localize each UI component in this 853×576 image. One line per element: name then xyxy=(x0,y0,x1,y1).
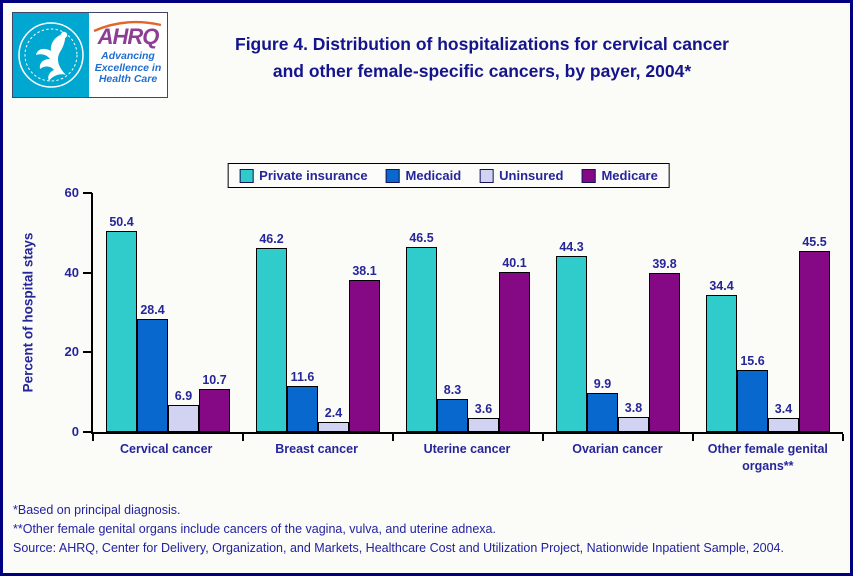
bar-group-breast-cancer: 46.2 11.6 2.4 38.1 xyxy=(243,193,393,432)
legend-swatch-icon xyxy=(239,168,254,183)
ahrq-hhs-logo: AHRQ Advancing Excellence in Health Care xyxy=(12,12,168,98)
bar-private-insurance-breast-cancer: 46.2 xyxy=(256,232,287,432)
legend-swatch-icon xyxy=(581,168,596,183)
figure-title: Figure 4. Distribution of hospitalizatio… xyxy=(173,31,791,85)
bar-medicare-uterine-cancer: 40.1 xyxy=(499,256,530,432)
legend: Private insurance Medicaid Uninsured Medica… xyxy=(227,163,670,188)
x-axis-label-breast-cancer: Breast cancer xyxy=(275,442,358,456)
bar-uninsured-breast-cancer: 2.4 xyxy=(318,406,349,432)
bar-group-uterine-cancer: 46.5 8.3 3.6 40.1 xyxy=(393,193,543,432)
footnote-diagnosis: *Based on principal diagnosis. xyxy=(13,503,181,517)
legend-label-medicare: Medicare xyxy=(601,168,658,183)
bar-group-ovarian-cancer: 44.3 9.9 3.8 39.8 xyxy=(543,193,693,432)
bar-medicare-ovarian-cancer: 39.8 xyxy=(649,257,680,432)
bar-private-insurance-ovarian-cancer: 44.3 xyxy=(556,240,587,432)
y-tick-mark xyxy=(83,431,92,433)
bar-uninsured-ovarian-cancer: 3.8 xyxy=(618,401,649,432)
hhs-seal-panel xyxy=(13,13,89,97)
x-tick-mark xyxy=(542,434,544,441)
bar-medicare-breast-cancer: 38.1 xyxy=(349,264,380,432)
bar-value-label: 39.8 xyxy=(652,257,677,271)
legend-swatch-icon xyxy=(385,168,400,183)
footnotes: *Based on principal diagnosis. **Other f… xyxy=(13,501,784,558)
y-tick-label: 40 xyxy=(64,264,79,280)
x-tick-mark xyxy=(92,434,94,441)
figure-title-line1: Figure 4. Distribution of hospitalizatio… xyxy=(235,34,729,54)
bar-group-other-female-genital-organs: 34.4 15.6 3.4 45.5 xyxy=(693,193,843,432)
x-axis-label-uterine-cancer: Uterine cancer xyxy=(423,442,511,456)
legend-item-private-insurance: Private insurance xyxy=(239,168,368,183)
bar-value-label: 40.1 xyxy=(502,256,527,270)
bar-value-label: 46.2 xyxy=(259,232,284,246)
x-tick-mark xyxy=(842,434,844,441)
bar-uninsured-cervical-cancer: 6.9 xyxy=(168,389,199,432)
bar-value-label: 2.4 xyxy=(324,406,343,420)
bar-value-label: 46.5 xyxy=(409,231,434,245)
bar-uninsured-uterine-cancer: 3.6 xyxy=(468,402,499,432)
y-tick-mark xyxy=(83,351,92,354)
ahrq-acronym: AHRQ xyxy=(97,24,160,49)
bar-value-label: 3.4 xyxy=(774,402,793,416)
bar-medicaid-other-female-genital-organs: 15.6 xyxy=(737,354,768,432)
bar-medicaid-ovarian-cancer: 9.9 xyxy=(587,377,618,432)
ahrq-tagline: Advancing Excellence in Health Care xyxy=(89,50,167,86)
bar-value-label: 6.9 xyxy=(174,389,193,403)
bar-private-insurance-other-female-genital-organs: 34.4 xyxy=(706,279,737,432)
bar-medicaid-cervical-cancer: 28.4 xyxy=(137,303,168,432)
bar-value-label: 38.1 xyxy=(352,264,377,278)
y-tick-label: 0 xyxy=(71,424,79,439)
legend-item-medicare: Medicare xyxy=(581,168,658,183)
footnote-organs: **Other female genital organs include ca… xyxy=(13,522,496,536)
bar-private-insurance-cervical-cancer: 50.4 xyxy=(106,215,137,432)
bar-medicaid-breast-cancer: 11.6 xyxy=(287,370,318,432)
ahrq-wordmark-panel: AHRQ Advancing Excellence in Health Care xyxy=(89,13,167,97)
y-tick-mark xyxy=(83,271,92,274)
bar-value-label: 9.9 xyxy=(593,377,612,391)
bar-value-label: 28.4 xyxy=(140,303,165,317)
bar-uninsured-other-female-genital-organs: 3.4 xyxy=(768,402,799,432)
bar-medicare-cervical-cancer: 10.7 xyxy=(199,373,230,432)
bar-value-label: 11.6 xyxy=(290,370,315,384)
x-tick-mark xyxy=(392,434,394,441)
legend-swatch-icon xyxy=(479,168,494,183)
x-axis-label-cervical-cancer: Cervical cancer xyxy=(119,442,213,456)
x-axis-label-other-female-genital-organs: Other female genital organs** xyxy=(707,442,828,473)
bar-value-label: 34.4 xyxy=(709,279,734,293)
tagline-line: Health Care xyxy=(98,73,158,85)
legend-label-uninsured: Uninsured xyxy=(499,168,564,183)
bar-value-label: 15.6 xyxy=(740,354,765,368)
swoosh-icon xyxy=(93,20,162,32)
y-tick-label: 60 xyxy=(64,185,79,200)
legend-item-uninsured: Uninsured xyxy=(479,168,563,183)
bar-value-label: 3.8 xyxy=(624,401,643,415)
bar-group-cervical-cancer: 50.4 28.4 6.9 10.7 xyxy=(93,193,243,432)
x-axis-labels: Cervical cancer Breast cancer Uterine canc… xyxy=(91,441,843,475)
legend-item-medicaid: Medicaid xyxy=(385,168,462,183)
bar-value-label: 10.7 xyxy=(202,373,227,387)
legend-label-medicaid: Medicaid xyxy=(405,168,462,183)
bar-value-label: 45.5 xyxy=(802,235,827,249)
bar-private-insurance-uterine-cancer: 46.5 xyxy=(406,231,437,432)
bar-medicare-other-female-genital-organs: 45.5 xyxy=(799,235,830,432)
legend-label-private-insurance: Private insurance xyxy=(259,168,368,183)
y-axis-label: Percent of hospital stays xyxy=(20,232,36,393)
tagline-line: Excellence in xyxy=(94,61,162,74)
bar-value-label: 3.6 xyxy=(474,402,493,416)
bar-value-label: 8.3 xyxy=(443,383,462,397)
bar-value-label: 44.3 xyxy=(559,240,584,254)
plot-area: 0 20 40 60 50.4 28.4 6.9 10.7 46.2 11.6 2.4 38.1 46.… xyxy=(65,185,844,441)
y-tick-label: 20 xyxy=(64,344,79,360)
bar-value-label: 50.4 xyxy=(109,215,134,229)
tagline-line: Advancing xyxy=(101,50,155,62)
footnote-source: Source: AHRQ, Center for Delivery, Organ… xyxy=(13,541,784,555)
y-tick-mark xyxy=(83,192,92,194)
hhs-seal-icon xyxy=(18,22,84,88)
bar-medicaid-uterine-cancer: 8.3 xyxy=(437,383,468,432)
x-tick-mark xyxy=(242,434,244,441)
x-axis-label-ovarian-cancer: Ovarian cancer xyxy=(572,442,663,456)
x-tick-mark xyxy=(692,434,694,441)
figure-title-line2: and other female-specific cancers, by pa… xyxy=(272,61,692,81)
